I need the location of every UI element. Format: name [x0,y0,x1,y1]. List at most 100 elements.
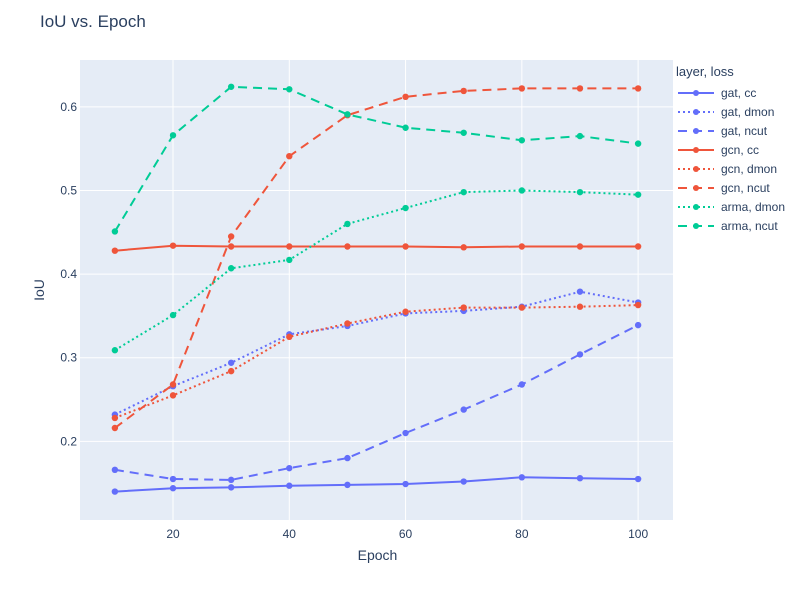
data-point [576,303,584,310]
legend-item[interactable]: gcn, cc [676,140,785,159]
data-point [518,85,526,92]
data-point [344,481,351,489]
legend-swatch [678,184,714,191]
legend-item[interactable]: arma, ncut [676,216,785,235]
legend-label: gcn, ncut [721,180,770,195]
legend-swatch [678,165,714,172]
data-point [518,474,526,481]
legend-swatch [678,108,714,115]
series-line [114,85,639,233]
data-point [518,187,526,194]
data-point [402,480,409,488]
legend-label: gcn, dmon [721,161,778,176]
legend-item[interactable]: gcn, dmon [676,159,785,178]
data-point [111,228,119,235]
data-point [227,243,235,250]
data-point [344,243,351,250]
series-line [114,189,639,352]
legend: layer, loss gat, cc gat, dmon gat, ncut gcn… [676,64,785,235]
legend-swatch-marker [693,89,699,96]
data-point [227,367,235,375]
data-point [576,188,584,196]
x-tick-label: 40 [283,527,297,541]
legend-label: gcn, cc [721,142,760,157]
x-tick-label: 60 [399,527,413,541]
legend-swatch [678,89,714,96]
legend-swatch [678,203,714,210]
data-point [634,140,642,147]
data-point [402,308,409,315]
data-point [518,243,526,250]
legend-item[interactable]: gat, dmon [676,102,785,121]
legend-swatch [678,146,714,153]
legend-item[interactable]: arma, dmon [676,197,785,216]
x-tick-label: 20 [166,527,180,541]
data-point [227,476,235,484]
chart-title: IoU vs. Epoch [40,12,146,31]
data-point [227,83,235,90]
data-point [169,132,177,139]
data-point [518,304,526,311]
legend-item[interactable]: gcn, ncut [676,178,785,197]
data-point [286,333,293,341]
data-point [344,220,351,228]
series-line [114,87,639,429]
data-point [518,137,526,144]
data-point [576,85,584,92]
data-point [169,381,177,388]
data-point [111,488,119,495]
data-point [576,351,584,358]
y-tick-label: 0.6 [60,100,77,114]
data-point [286,482,293,489]
data-point [576,474,584,482]
y-tick-label: 0.4 [60,267,77,281]
data-point [227,265,235,272]
data-point [286,464,293,472]
data-point [576,132,584,140]
data-point [344,111,351,118]
data-point [169,311,177,319]
data-point [227,484,235,491]
data-point [344,454,351,462]
data-point [634,243,642,250]
data-point [227,359,235,366]
data-point [518,381,526,388]
legend-label: arma, ncut [721,218,778,233]
legend-swatch [678,127,714,134]
legend-swatch-marker [693,146,699,153]
y-axis-title: IoU [31,279,47,301]
data-point [634,191,642,198]
x-axis-title: Epoch [357,547,398,563]
data-point [111,347,119,354]
data-point [634,321,642,329]
x-tick-label: 80 [515,527,529,541]
legend-label: arma, dmon [721,199,786,214]
data-point [169,242,177,249]
plot-area [80,60,673,520]
data-point [460,478,467,485]
data-point [576,243,584,250]
legend-label: gat, ncut [721,123,768,138]
data-point [286,152,293,160]
data-point [111,414,119,422]
data-point [402,429,409,437]
legend-item[interactable]: gat, cc [676,83,785,102]
data-point [169,475,177,483]
y-tick-label: 0.2 [60,434,77,448]
data-point [169,392,177,399]
data-point [344,320,351,327]
y-tick-label: 0.3 [60,351,77,365]
data-point [111,424,119,432]
data-point [402,124,409,131]
data-point [576,288,584,295]
legend-swatch-marker [693,165,699,172]
legend-swatch-marker [693,184,699,191]
legend-items: gat, cc gat, dmon gat, ncut gcn, cc gcn, dmo… [676,83,785,235]
data-point [634,85,642,92]
series-line [114,290,639,416]
data-point [460,244,467,251]
data-point [460,304,467,311]
data-point [402,93,409,101]
legend-item[interactable]: gat, ncut [676,121,785,140]
